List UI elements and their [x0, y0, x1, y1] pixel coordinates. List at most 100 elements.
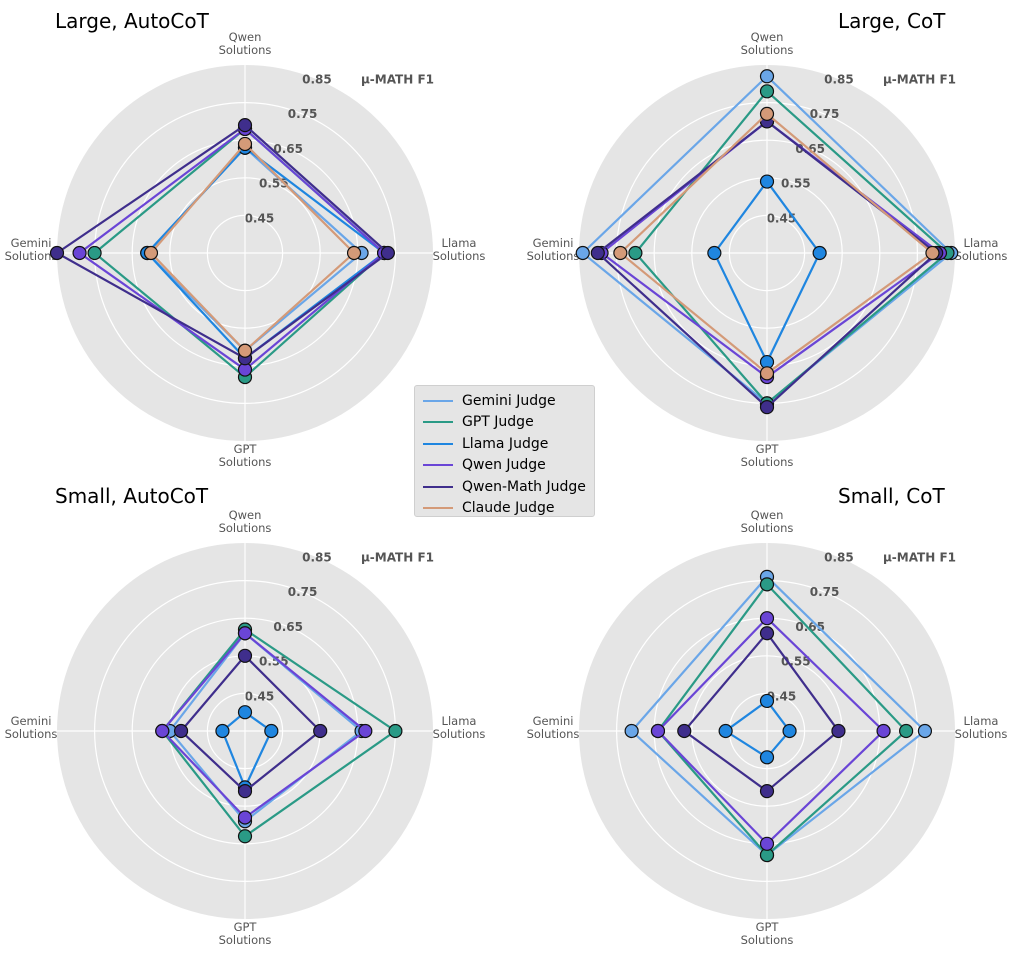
data-point [759, 106, 775, 121]
ring-label: 0.85 [824, 72, 854, 86]
ring-label: 0.75 [810, 107, 840, 121]
data-point [759, 750, 775, 765]
data-point [759, 784, 775, 799]
legend-label: Qwen Judge [462, 457, 546, 474]
ring-label: 0.55 [259, 655, 289, 669]
data-point [759, 693, 775, 709]
data-point [237, 626, 253, 641]
data-point [237, 343, 253, 358]
data-point [782, 723, 797, 739]
legend-label: GPT Judge [462, 414, 534, 431]
legend-swatch [423, 507, 453, 510]
data-point [759, 626, 775, 641]
metric-label: μ-MATH F1 [883, 72, 956, 86]
axis-label-qwen: Qwen [229, 30, 262, 44]
ring-label: 0.65 [273, 142, 303, 156]
legend-item: Gemini Judge [423, 390, 586, 412]
axis-label-gpt-sub: Solutions [219, 933, 272, 947]
ring-label: 0.45 [245, 211, 275, 225]
axis-label-gpt: GPT [234, 920, 258, 934]
data-point [707, 245, 722, 261]
legend-label: Qwen-Math Judge [462, 478, 586, 495]
data-point [759, 611, 775, 626]
axis-label-llama-sub: Solutions [955, 727, 1008, 741]
legend-swatch [423, 399, 453, 402]
legend-item: Qwen Judge [423, 455, 586, 477]
data-point [237, 810, 253, 825]
data-point [759, 836, 775, 851]
axis-label-qwen-sub: Solutions [741, 43, 794, 57]
data-point [759, 84, 775, 99]
legend-item: GPT Judge [423, 412, 586, 434]
radar-panel-1: 0.450.550.650.750.85 μ-MATH F1QwenSolutio… [527, 9, 1008, 469]
data-point [380, 245, 395, 261]
metric-label: μ-MATH F1 [361, 72, 434, 86]
data-point [87, 245, 102, 261]
axis-label-qwen: Qwen [751, 508, 784, 522]
axis-label-gemini: Gemini [533, 714, 574, 728]
axis-label-gemini-sub: Solutions [527, 727, 580, 741]
axis-label-llama-sub: Solutions [433, 727, 486, 741]
ring-label: 0.65 [795, 620, 825, 634]
panel-title: Large, CoT [838, 9, 946, 33]
ring-label: 0.85 [824, 550, 854, 564]
axis-label-gemini: Gemini [11, 236, 52, 250]
data-point [237, 705, 253, 720]
data-point [628, 245, 643, 261]
panel-title: Small, AutoCoT [55, 484, 209, 508]
axis-label-gemini: Gemini [533, 236, 574, 250]
data-point [237, 118, 253, 133]
ring-label: 0.45 [245, 689, 275, 703]
ring-label: 0.85 [302, 550, 332, 564]
legend-item: Claude Judge [423, 498, 586, 520]
axis-label-gemini-sub: Solutions [5, 249, 58, 263]
data-point [812, 245, 827, 261]
data-point [388, 723, 403, 739]
data-point [613, 245, 628, 261]
data-point [237, 829, 253, 844]
data-point [759, 366, 775, 381]
axis-label-qwen: Qwen [751, 30, 784, 44]
ring-label: 0.65 [273, 620, 303, 634]
legend-swatch [423, 442, 453, 445]
data-point [346, 245, 362, 261]
data-point [173, 723, 189, 739]
axis-label-qwen-sub: Solutions [219, 521, 272, 535]
data-point [237, 648, 253, 663]
data-point [49, 245, 65, 261]
data-point [264, 723, 279, 739]
axis-label-llama: Llama [442, 236, 477, 250]
panel-title: Large, AutoCoT [55, 9, 210, 33]
data-point [358, 723, 373, 739]
data-point [313, 723, 328, 739]
data-point [759, 400, 775, 415]
ring-label: 0.75 [288, 107, 318, 121]
legend-label: Gemini Judge [462, 392, 556, 409]
axis-label-llama-sub: Solutions [955, 249, 1008, 263]
legend-swatch [423, 421, 453, 424]
data-point [759, 69, 775, 84]
axis-label-gpt: GPT [234, 442, 258, 456]
data-point [237, 784, 253, 799]
panel-title: Small, CoT [838, 484, 945, 508]
data-point [155, 723, 170, 739]
axis-label-qwen-sub: Solutions [219, 43, 272, 57]
axis-label-gemini: Gemini [11, 714, 52, 728]
axis-label-gpt: GPT [756, 442, 780, 456]
radar-panel-2: 0.450.550.650.750.85 μ-MATH F1QwenSolutio… [5, 484, 486, 947]
data-point [831, 723, 846, 739]
data-point [143, 245, 159, 261]
ring-label: 0.85 [302, 72, 332, 86]
ring-label: 0.55 [781, 177, 811, 191]
ring-label: 0.75 [810, 585, 840, 599]
data-point [624, 723, 639, 739]
legend-swatch [423, 485, 453, 488]
axis-label-gemini-sub: Solutions [5, 727, 58, 741]
legend-label: Llama Judge [462, 435, 549, 452]
data-point [590, 245, 605, 261]
axis-label-llama: Llama [442, 714, 477, 728]
data-point [917, 723, 933, 739]
legend-swatch [423, 464, 453, 467]
data-point [899, 723, 914, 739]
axis-label-llama: Llama [964, 236, 999, 250]
